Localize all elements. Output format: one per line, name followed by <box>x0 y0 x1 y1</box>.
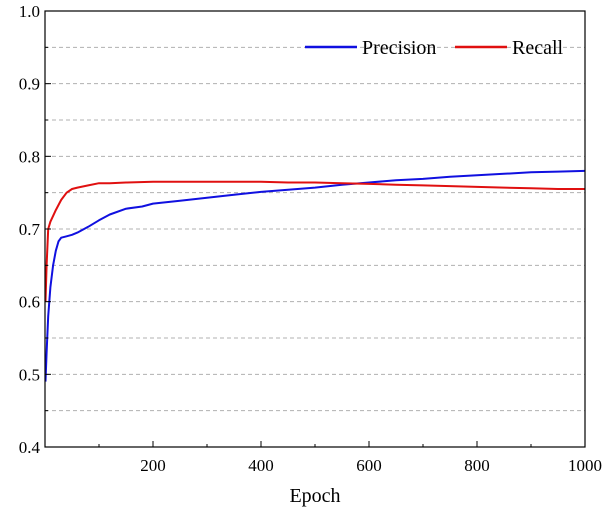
x-tick-label: 1000 <box>568 456 602 475</box>
y-tick-label: 0.9 <box>19 75 40 94</box>
y-tick-label: 0.8 <box>19 147 40 166</box>
y-tick-label: 0.4 <box>19 438 41 457</box>
x-tick-label: 200 <box>140 456 166 475</box>
series-lines <box>44 169 586 382</box>
legend-label-precision: Precision <box>362 37 436 59</box>
y-tick-label: 1.0 <box>19 2 40 21</box>
x-tick-label: 600 <box>356 456 382 475</box>
y-tick-label: 0.5 <box>19 365 40 384</box>
series-line-recall <box>44 180 585 302</box>
x-tick-label: 400 <box>248 456 274 475</box>
series-line-precision <box>44 169 586 382</box>
legend-label-recall: Recall <box>512 37 564 59</box>
axis-ticks: 0.4 0.5 0.6 0.7 0.8 0.9 1.0 200 400 600 800 1000 <box>19 2 602 475</box>
y-tick-label: 0.6 <box>19 293 40 312</box>
legend: Precision Recall <box>305 37 564 59</box>
grid-lines <box>45 46 585 412</box>
x-tick-label: 800 <box>464 456 490 475</box>
x-axis-title: Epoch <box>289 485 340 507</box>
y-tick-label: 0.7 <box>19 220 41 239</box>
